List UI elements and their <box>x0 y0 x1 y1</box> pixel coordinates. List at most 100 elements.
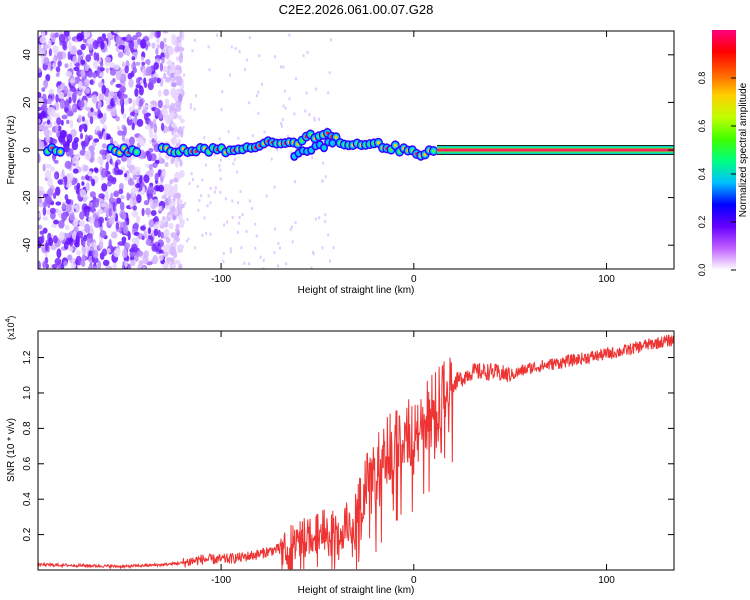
noise-blob <box>115 70 122 81</box>
noise-blob <box>280 122 282 125</box>
noise-blob <box>289 227 292 231</box>
noise-blob <box>169 179 174 185</box>
noise-blob <box>165 237 171 244</box>
noise-blob <box>77 114 83 123</box>
noise-blob <box>98 216 104 224</box>
noise-blob <box>76 32 83 42</box>
noise-blob <box>92 40 99 50</box>
noise-blob <box>277 242 280 245</box>
noise-blob <box>203 136 206 140</box>
noise-blob <box>136 215 141 224</box>
noise-blob <box>224 197 227 201</box>
spec-ytick-label: 40 <box>22 49 33 61</box>
noise-blob <box>163 37 167 43</box>
noise-blob <box>106 152 111 162</box>
noise-blob <box>38 118 41 124</box>
noise-blob <box>186 218 189 221</box>
noise-blob <box>113 31 121 34</box>
noise-blob <box>312 250 314 254</box>
noise-blob <box>111 177 117 185</box>
noise-blob <box>149 132 154 139</box>
noise-blob <box>71 204 77 209</box>
noise-blob <box>140 56 145 61</box>
noise-blob <box>117 169 123 175</box>
noise-blob <box>214 186 217 190</box>
noise-blob <box>191 49 194 53</box>
noise-blob <box>209 232 212 236</box>
noise-blob <box>120 195 125 200</box>
noise-blob <box>155 47 159 56</box>
noise-blob <box>257 90 260 94</box>
noise-blob <box>180 203 185 209</box>
noise-blob <box>113 249 121 258</box>
noise-blob <box>168 257 172 263</box>
noise-blob <box>43 201 48 208</box>
noise-blob <box>128 115 133 120</box>
noise-blob <box>165 204 171 210</box>
spec-ytick-label: 20 <box>22 96 33 108</box>
ridge-core <box>122 146 126 150</box>
noise-blob <box>193 38 196 42</box>
snr-multiplier-base: (x10 <box>6 322 16 340</box>
noise-blob <box>70 86 77 93</box>
noise-blob <box>158 254 164 261</box>
noise-blob <box>69 247 74 252</box>
noise-blob <box>146 151 152 162</box>
noise-blob <box>170 157 175 165</box>
noise-blob <box>231 199 234 203</box>
noise-blob <box>97 260 102 269</box>
noise-blob <box>85 106 91 111</box>
noise-blob <box>231 216 234 219</box>
noise-blob <box>330 38 332 42</box>
noise-blob <box>157 109 161 115</box>
noise-blob <box>248 101 251 105</box>
noise-blob <box>198 199 201 203</box>
noise-blob <box>82 240 86 247</box>
noise-blob <box>86 239 91 247</box>
noise-blob <box>104 56 112 63</box>
noise-blob <box>64 194 69 201</box>
noise-blob <box>103 112 107 123</box>
noise-blob <box>69 78 76 84</box>
noise-blob <box>169 187 175 197</box>
noise-blob <box>313 118 316 122</box>
noise-blob <box>43 79 48 89</box>
noise-blob <box>99 72 104 77</box>
noise-blob <box>148 148 154 153</box>
noise-blob <box>288 33 291 37</box>
noise-blob <box>124 138 131 145</box>
noise-blob <box>263 130 266 134</box>
noise-blob <box>38 260 41 269</box>
noise-blob <box>277 264 280 268</box>
noise-blob <box>44 169 52 180</box>
noise-blob <box>164 161 169 168</box>
noise-blob <box>57 179 64 185</box>
noise-blob <box>101 183 108 192</box>
noise-blob <box>158 89 162 97</box>
noise-blob <box>65 203 72 213</box>
chart-title: C2E2.2026.061.00.07.G28 <box>279 2 434 17</box>
noise-blob <box>204 163 207 167</box>
spectrogram-xlabel: Height of straight line (km) <box>298 285 415 296</box>
noise-blob <box>265 194 268 198</box>
noise-blob <box>80 123 86 129</box>
noise-blob <box>173 96 179 102</box>
noise-blob <box>55 186 61 196</box>
noise-blob <box>121 87 125 98</box>
noise-blob <box>254 222 257 226</box>
noise-blob <box>119 222 125 229</box>
noise-blob <box>293 112 296 116</box>
noise-blob <box>178 93 183 103</box>
noise-blob <box>54 257 62 266</box>
noise-blob <box>136 194 142 204</box>
ridge-core <box>135 150 139 154</box>
noise-blob <box>86 38 94 45</box>
noise-blob <box>134 88 139 97</box>
snr-marks <box>38 334 674 570</box>
noise-blob <box>232 162 235 166</box>
noise-blob <box>38 224 43 230</box>
snr-multiplier-exp: 4 <box>5 318 12 322</box>
noise-blob <box>87 71 94 78</box>
noise-blob <box>73 137 80 143</box>
noise-blob <box>194 246 197 250</box>
